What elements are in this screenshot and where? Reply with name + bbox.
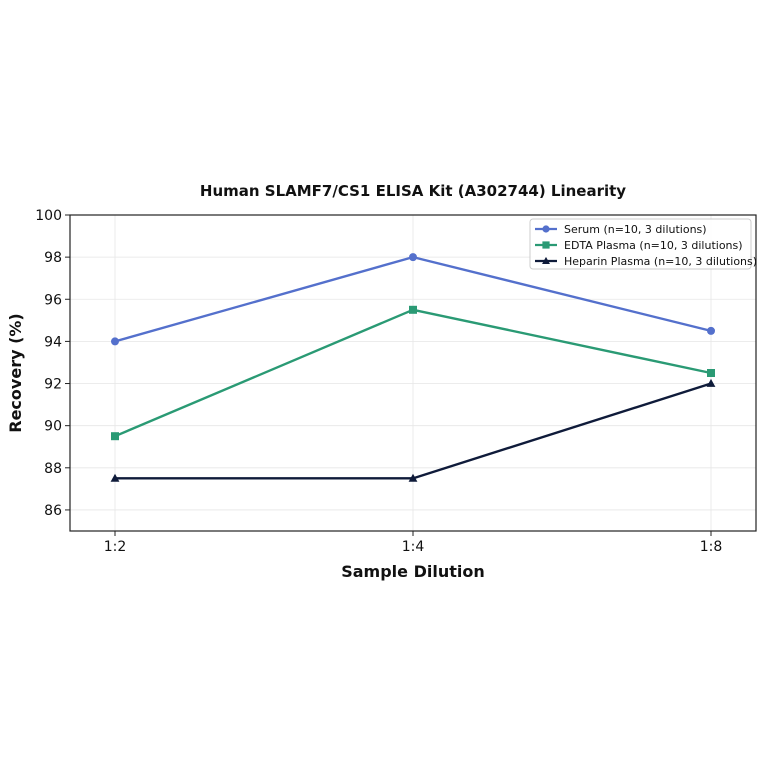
data-point <box>111 432 119 441</box>
series-group <box>110 253 716 482</box>
legend-box <box>529 218 752 270</box>
data-point <box>706 378 716 387</box>
y-tick-label: 100 <box>35 208 62 224</box>
data-point <box>110 473 120 482</box>
data-point <box>409 253 417 262</box>
y-tick-label: 86 <box>44 503 62 519</box>
legend-item: Serum (n=10, 3 dilutions) <box>535 223 707 236</box>
legend-label: Heparin Plasma (n=10, 3 dilutions) <box>564 255 757 268</box>
series-0 <box>111 253 715 346</box>
legend-item: EDTA Plasma (n=10, 3 dilutions) <box>535 239 743 252</box>
y-tick-label: 94 <box>44 334 62 350</box>
data-point <box>707 326 715 335</box>
chart-title: Human SLAMF7/CS1 ELISA Kit (A302744) Lin… <box>200 182 626 200</box>
y-tick-label: 88 <box>44 461 62 477</box>
y-tick-label: 98 <box>44 250 62 266</box>
data-point <box>111 337 119 346</box>
y-tick-label: 90 <box>44 419 62 435</box>
y-axis-title: Recovery (%) <box>6 313 25 432</box>
legend-marker <box>542 256 550 265</box>
legend-item: Heparin Plasma (n=10, 3 dilutions) <box>535 255 757 268</box>
legend-label: EDTA Plasma (n=10, 3 dilutions) <box>564 239 743 252</box>
x-axis-title: Sample Dilution <box>341 562 485 581</box>
data-point <box>707 369 715 377</box>
legend-label: Serum (n=10, 3 dilutions) <box>564 223 707 236</box>
legend: Serum (n=10, 3 dilutions) EDTA Plasma (n=… <box>529 218 757 270</box>
y-axis: 86 88 90 92 94 96 98 100 <box>35 208 70 519</box>
data-point <box>408 473 418 482</box>
y-tick-label: 96 <box>44 292 62 308</box>
x-tick-label: 1:2 <box>104 539 127 555</box>
y-tick-label: 92 <box>44 377 62 393</box>
series-2 <box>110 378 716 482</box>
data-point <box>409 305 417 314</box>
x-axis: 1:2 1:4 1:8 <box>104 531 723 555</box>
legend-marker <box>542 225 550 233</box>
legend-marker <box>542 241 550 249</box>
x-tick-label: 1:4 <box>402 539 425 555</box>
x-tick-label: 1:8 <box>700 539 723 555</box>
series-1 <box>111 305 715 441</box>
